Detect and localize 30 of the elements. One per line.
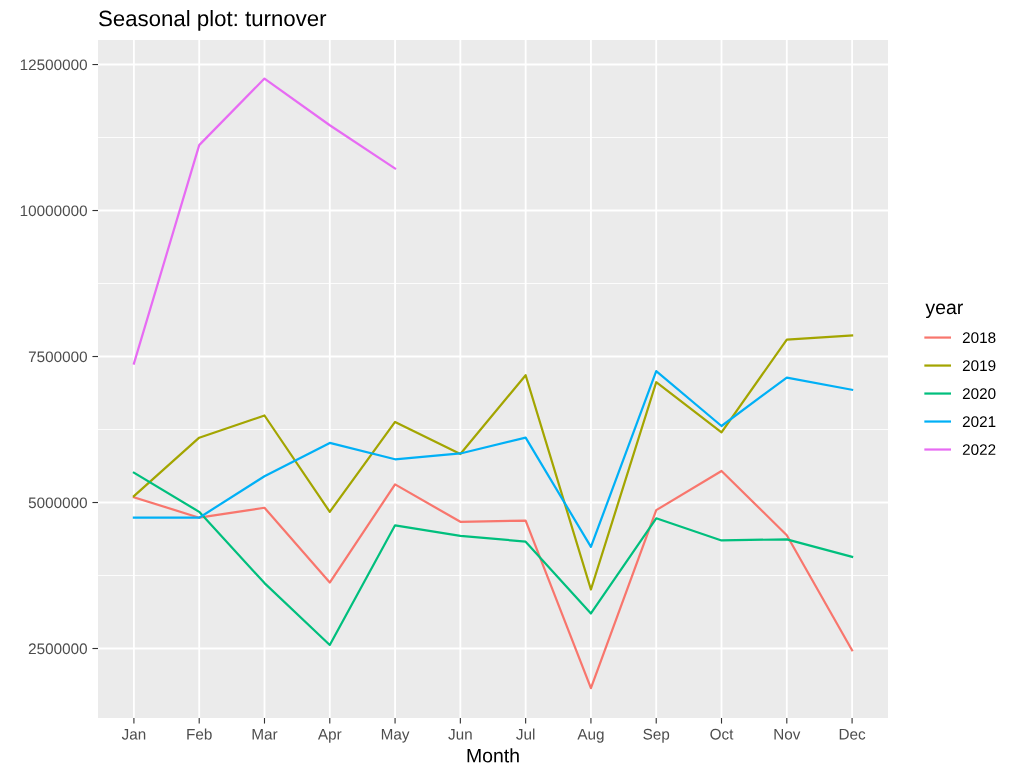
x-tick-label: Jul [516,728,535,740]
x-tick-label: Nov [774,728,801,740]
legend-label: 2022 [962,444,996,456]
x-tick-label: Feb [187,728,212,740]
x-tick-label: Sep [643,728,670,743]
x-tick-label: Aug [577,728,604,743]
legend-label: 2018 [962,332,996,344]
x-tick-label: Dec [839,728,866,740]
y-tick-label: 2500000 [28,643,87,655]
line-series [132,334,854,591]
legend-label: 2021 [962,416,996,428]
line-series [132,471,854,647]
x-tick-label: Mar [252,728,278,740]
x-tick-label: Oct [710,728,734,740]
y-tick-label: 10000000 [20,205,87,217]
y-tick-label: 12500000 [20,59,87,71]
x-tick-label: Apr [317,728,342,743]
y-tick-label: 5000000 [28,497,87,509]
line-series [132,370,854,548]
legend-label: 2020 [962,388,996,400]
line-series [132,469,854,690]
y-tick-label: 7500000 [28,351,87,363]
x-tick-label: May [381,728,410,743]
x-axis-title: Month [467,748,519,763]
line-series [132,77,397,365]
legend-label: 2019 [962,360,996,372]
legend-title: year [925,303,963,319]
x-tick-label: Jun [448,728,472,740]
x-tick-label: Jan [121,728,146,740]
chart-title: Seasonal plot: turnover [99,10,327,31]
